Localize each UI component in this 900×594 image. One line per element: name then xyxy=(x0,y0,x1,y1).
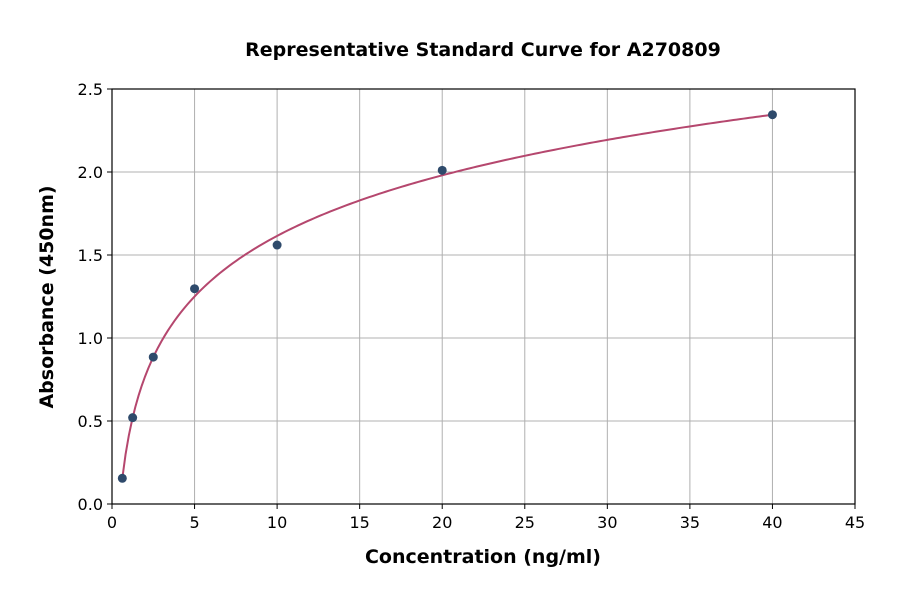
data-points xyxy=(117,110,777,483)
x-tick-label: 25 xyxy=(515,513,535,532)
data-point xyxy=(148,352,158,362)
x-tick-label: 45 xyxy=(845,513,865,532)
y-tick-label: 0.5 xyxy=(78,412,103,431)
data-point xyxy=(190,284,200,294)
x-tick-label: 10 xyxy=(267,513,287,532)
chart-title: Representative Standard Curve for A27080… xyxy=(245,39,721,61)
x-tick-label: 30 xyxy=(597,513,617,532)
x-tick-label: 0 xyxy=(107,513,117,532)
data-point xyxy=(767,110,777,120)
x-tick-label: 20 xyxy=(432,513,452,532)
data-point xyxy=(117,473,127,483)
data-point xyxy=(437,165,447,175)
y-tick-label: 2.5 xyxy=(78,80,103,99)
fit-curve xyxy=(121,113,773,479)
y-tick-label: 2.0 xyxy=(78,163,103,182)
y-tick-label: 0.0 xyxy=(78,495,103,514)
y-axis-label: Absorbance (450nm) xyxy=(36,185,58,408)
x-axis-label: Concentration (ng/ml) xyxy=(365,546,601,568)
plot-frame xyxy=(111,88,856,505)
axis-ticks: 0 5 10 15 20 25 30 35 40 45 0.0 0.5 1.0 1.5 2.0 2.5 xyxy=(78,80,866,532)
x-tick-label: 40 xyxy=(762,513,782,532)
grid xyxy=(111,88,856,505)
x-tick-label: 15 xyxy=(349,513,369,532)
y-tick-label: 1.0 xyxy=(78,329,103,348)
x-tick-label: 5 xyxy=(189,513,199,532)
x-tick-label: 35 xyxy=(680,513,700,532)
y-tick-label: 1.5 xyxy=(78,246,103,265)
data-point xyxy=(272,240,282,250)
data-point xyxy=(128,413,138,423)
